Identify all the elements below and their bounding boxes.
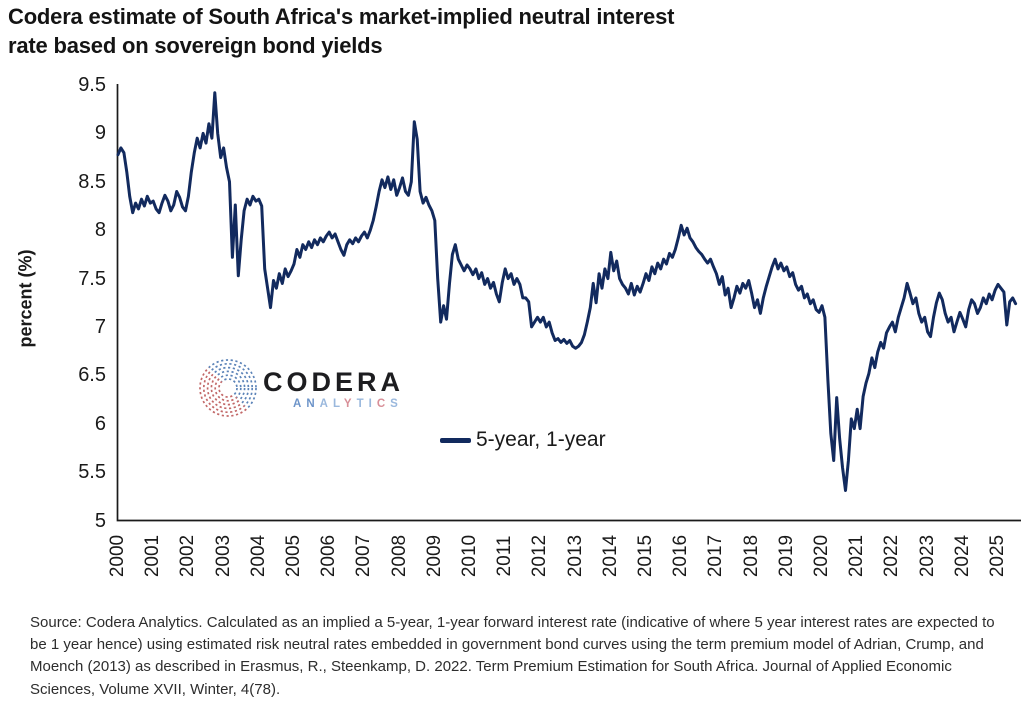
x-tick-label: 2015 [635, 534, 656, 578]
x-tick-label: 2013 [564, 534, 586, 578]
x-tick-label: 2024 [951, 534, 973, 578]
logo-subtitle-letter: A [319, 398, 333, 410]
x-tick-label: 2002 [177, 534, 199, 578]
x-tick-label: 2007 [353, 534, 375, 578]
x-tick-label: 2025 [987, 534, 1008, 578]
y-tick-label: 9.5 [78, 74, 106, 96]
axis-lines [116, 84, 1021, 522]
logo-subtitle-letter: N [306, 398, 320, 410]
x-tick-label: 2019 [775, 534, 797, 578]
y-tick-label: 8 [94, 219, 106, 242]
rate-line-series [116, 91, 1018, 492]
logo-subtitle-letter: C [376, 398, 391, 410]
x-tick-label: 2018 [740, 534, 762, 578]
x-tick-label: 2008 [388, 534, 410, 578]
logo-subtitle-letter: L [332, 398, 344, 410]
x-tick-label: 2006 [318, 534, 340, 578]
codera-logo: CODERA ANALYTICS [197, 355, 404, 421]
logo-subtitle-letter: A [293, 398, 307, 410]
x-tick-label: 2020 [811, 534, 832, 578]
x-tick-label: 2012 [529, 534, 551, 578]
page-title: Codera estimate of South Africa's market… [8, 2, 828, 60]
x-tick-label: 2001 [142, 534, 164, 578]
x-tick-label: 2022 [881, 534, 903, 578]
legend-label: 5-year, 1-year [476, 428, 606, 451]
y-tick-label: 6.5 [78, 364, 106, 387]
x-tick-label: 2014 [599, 534, 621, 578]
x-tick-label: 2016 [670, 534, 692, 578]
y-tick-label: 5.5 [78, 461, 106, 484]
codera-logo-mark-icon [199, 359, 257, 417]
x-tick-label: 2023 [916, 534, 938, 578]
source-note: Source: Codera Analytics. Calculated as … [30, 614, 995, 698]
x-tick-label: 2004 [247, 534, 269, 578]
y-tick-label: 7 [94, 315, 106, 338]
x-tick-label: 2021 [846, 534, 868, 578]
y-tick-label: 9 [94, 122, 106, 145]
x-tick-label: 2005 [283, 534, 304, 578]
y-tick-label: 7.5 [78, 267, 106, 290]
title-line-1: Codera estimate of South Africa's market… [8, 4, 675, 29]
y-tick-label: 8.5 [78, 170, 106, 193]
x-tick-label: 2000 [107, 534, 128, 578]
logo-subtitle-letter: I [368, 398, 377, 410]
codera-logo-name: CODERA [263, 367, 405, 397]
chart-legend: 5-year, 1-year [440, 428, 606, 452]
x-tick-label: 2011 [494, 535, 516, 577]
x-tick-label: 2009 [423, 534, 445, 578]
title-line-2: rate based on sovereign bond yields [8, 33, 383, 59]
logo-subtitle-letter: Y [343, 398, 357, 410]
logo-subtitle-letter: S [390, 398, 403, 410]
x-tick-label: 2010 [459, 534, 480, 578]
logo-subtitle-letter: T [356, 398, 369, 410]
codera-logo-subtitle: ANALYTICS [293, 398, 404, 411]
y-tick-label: 6 [94, 412, 106, 435]
x-tick-label: 2017 [705, 534, 727, 578]
y-tick-label: 5 [94, 509, 106, 532]
legend-line-swatch [440, 437, 471, 443]
codera-logo-text: CODERA ANALYTICS [263, 355, 404, 411]
x-tick-label: 2003 [212, 534, 234, 578]
